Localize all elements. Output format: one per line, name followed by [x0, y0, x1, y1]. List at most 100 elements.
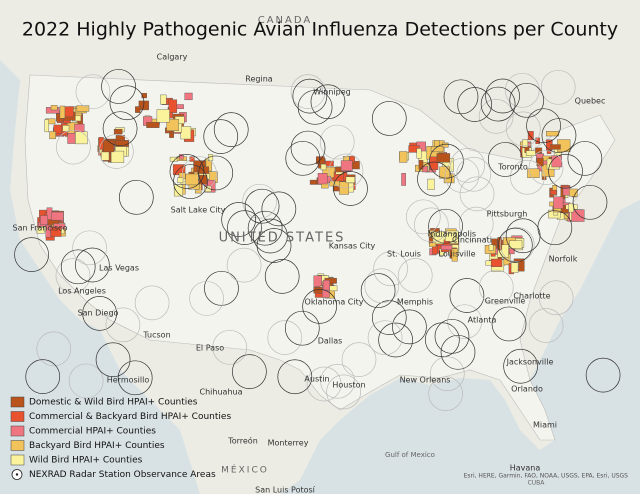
county-patch	[497, 237, 503, 251]
county-patch	[156, 109, 170, 123]
place-label: San Francisco	[13, 224, 68, 233]
radar-area	[75, 74, 111, 110]
county-patch	[51, 211, 64, 221]
place-label: Chihuahua	[200, 388, 243, 397]
legend-label: Commercial & Backyard Bird HPAI+ Countie…	[29, 412, 231, 422]
radar-area	[459, 176, 495, 212]
place-label: MÉXICO	[221, 464, 269, 476]
county-patch	[45, 224, 51, 238]
legend-swatch	[10, 396, 25, 408]
radar-area	[252, 218, 288, 254]
legend-label: NEXRAD Radar Station Observance Areas	[29, 470, 216, 480]
county-patch	[435, 231, 445, 238]
county-patch	[442, 142, 449, 148]
radar-area	[360, 273, 396, 308]
county-patch	[451, 248, 458, 262]
radar-area	[227, 210, 262, 246]
legend-swatch	[10, 411, 25, 422]
county-patch	[522, 139, 529, 148]
radar-area	[428, 208, 463, 244]
radar-area	[292, 78, 328, 114]
place-label: Toronto	[497, 163, 528, 172]
radar-area	[306, 366, 342, 402]
place-label: Kansas City	[329, 242, 376, 251]
county-patch	[36, 227, 45, 234]
radar-area	[449, 278, 485, 313]
county-patch	[101, 151, 110, 161]
county-patch	[427, 178, 435, 190]
county-patch	[141, 93, 147, 99]
radar-area	[213, 112, 249, 148]
radar-area	[491, 306, 527, 342]
place-label: Atlanta	[468, 316, 497, 325]
place-label: Charlotte	[513, 292, 550, 301]
place-label: Calgary	[157, 53, 188, 62]
radar-area	[319, 124, 355, 160]
radar-area	[117, 360, 153, 396]
radar-area	[261, 191, 297, 227]
radar-area	[414, 207, 449, 243]
radar-area	[189, 281, 224, 316]
radar-area	[405, 199, 441, 235]
radar-area	[429, 356, 465, 392]
county-patch	[401, 173, 406, 186]
place-label: Dallas	[318, 337, 343, 346]
radar-area	[572, 184, 608, 220]
radar-area	[134, 285, 170, 321]
place-label: New Orleans	[400, 376, 451, 385]
place-label: Norfolk	[549, 255, 578, 264]
county-patch	[488, 244, 494, 251]
radar-area	[364, 268, 400, 304]
county-patch	[173, 184, 183, 197]
radar-area	[450, 148, 486, 183]
county-patch	[490, 258, 503, 267]
legend-swatch	[10, 440, 25, 451]
place-label: Winnipeg	[313, 88, 350, 97]
radar-area	[480, 86, 516, 122]
place-label: San Luis Potosí	[255, 486, 316, 494]
radar-area	[247, 210, 283, 246]
radar-area	[226, 247, 262, 283]
legend-label: Backyard Bird HPAI+ Counties	[29, 441, 165, 451]
radar-area	[221, 202, 256, 237]
radar-area	[443, 79, 479, 115]
place-label: Gulf of Mexico	[385, 451, 435, 459]
radar-area	[256, 228, 292, 263]
county-patch	[103, 139, 115, 153]
radar-area	[428, 376, 463, 412]
radar-area	[320, 363, 355, 399]
radar-area	[74, 247, 110, 283]
county-patch	[178, 154, 184, 160]
place-label: Austin	[304, 375, 329, 384]
radar-area	[290, 130, 326, 166]
map-title: 2022 Highly Pathogenic Avian Influenza D…	[22, 19, 618, 41]
radar-area	[118, 179, 154, 215]
radar-area	[264, 259, 300, 294]
radar-area	[95, 342, 131, 378]
county-patch	[49, 131, 56, 140]
county-patch	[345, 176, 356, 184]
radar-area	[56, 129, 91, 165]
county-patch	[430, 146, 444, 153]
county-patch	[553, 196, 564, 209]
legend-label: Commercial HPAI+ Counties	[29, 427, 156, 437]
radar-area	[285, 140, 321, 176]
county-patch	[59, 105, 66, 119]
place-label: Greenville	[485, 297, 526, 306]
radar-area	[567, 141, 603, 176]
radar-area	[68, 363, 104, 399]
radar-area	[540, 69, 576, 105]
radar-area	[277, 359, 313, 395]
place-label: Havana	[510, 464, 541, 473]
radar-area	[499, 227, 535, 262]
radar-area	[267, 320, 303, 355]
radar-area	[424, 322, 460, 358]
county-patch	[160, 94, 167, 105]
radar-area	[478, 269, 514, 305]
place-label: Oklahoma City	[305, 298, 364, 307]
county-patch	[177, 177, 184, 184]
county-patch	[416, 148, 422, 159]
radar-area	[504, 72, 540, 108]
county-patch	[110, 150, 125, 163]
radar-area	[25, 359, 61, 394]
